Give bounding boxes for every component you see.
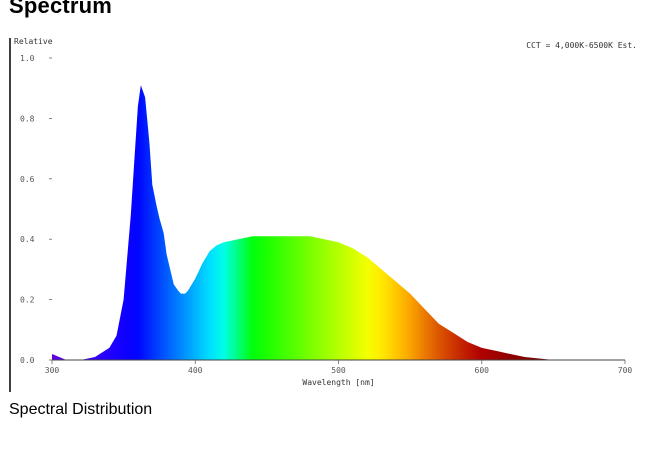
y-axis: 0.0 0.2 0.4 0.6 0.8 1.0	[9, 38, 52, 392]
y-tick-label: 0.8	[20, 114, 35, 123]
x-tick-label: 400	[188, 366, 203, 375]
y-tick-label: 0.4	[20, 235, 35, 244]
x-tick-label: 300	[45, 366, 60, 375]
chart-caption: Spectral Distribution	[9, 401, 153, 418]
y-tick-label: 1.0	[20, 54, 35, 63]
x-axis: 300 400 500 600 700	[45, 359, 633, 375]
y-tick-label: 0.6	[20, 175, 35, 184]
plot-area	[52, 85, 625, 360]
spectrum-chart: 0.0 0.2 0.4 0.6 0.8 1.0 300 400 500 600 700 Relat…	[9, 37, 637, 392]
y-tick-label: 0.0	[20, 356, 35, 365]
y-tick-label: 0.2	[20, 296, 35, 305]
x-tick-label: 700	[618, 366, 633, 375]
page-title: Spectrum	[9, 0, 113, 18]
x-axis-label: Wavelength [nm]	[302, 378, 374, 387]
x-tick-label: 600	[475, 366, 490, 375]
spectrum-area	[52, 85, 625, 360]
x-tick-label: 500	[331, 366, 346, 375]
y-axis-label: Relative	[14, 37, 53, 46]
chart-annotation: CCT = 4,000K-6500K Est.	[526, 41, 637, 50]
